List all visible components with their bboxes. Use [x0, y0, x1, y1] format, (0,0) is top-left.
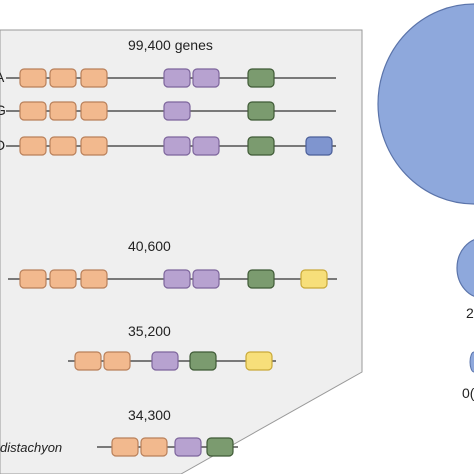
row-35200-orange-block [74, 351, 102, 371]
species-label: distachyon [0, 440, 62, 455]
row-34300-orange-block [140, 437, 168, 457]
subgenome-g-purple-block [163, 101, 191, 121]
gene-count-fourth: 34,300 [128, 407, 171, 423]
bubble-label-three: 0( [462, 385, 474, 401]
subgenome-a-purple-block [192, 68, 220, 88]
gene-count-top: 99,400 genes [128, 37, 213, 53]
row-34300-orange-block [111, 437, 139, 457]
subgenome-a-purple-block [163, 68, 191, 88]
row-label-a: A [0, 69, 5, 85]
subgenome-g-orange-block [19, 101, 47, 121]
subgenome-d-orange-block [19, 136, 47, 156]
bubble-small [469, 351, 474, 373]
subgenome-d-blue-block [305, 136, 333, 156]
row-40600-purple-block [163, 269, 191, 289]
subgenome-g-orange-block [80, 101, 108, 121]
subgenome-d-orange-block [80, 136, 108, 156]
gene-count-third: 35,200 [128, 323, 171, 339]
row-40600-orange-block [80, 269, 108, 289]
row-35200-purple-block [151, 351, 179, 371]
row-35200-orange-block [103, 351, 131, 371]
gene-rows [6, 68, 337, 457]
row-label-d: D [0, 137, 5, 153]
comparison-panel [0, 29, 363, 474]
row-34300-green-block [206, 437, 234, 457]
row-40600-orange-block [49, 269, 77, 289]
row-40600-purple-block [192, 269, 220, 289]
subgenome-d-green-block [247, 136, 275, 156]
subgenome-g-orange-block [49, 101, 77, 121]
bubble-large [377, 3, 474, 205]
row-35200-yellow-block [245, 351, 273, 371]
bubble-medium [456, 239, 474, 297]
subgenome-a-green-block [247, 68, 275, 88]
subgenome-a-orange-block [80, 68, 108, 88]
subgenome-d-purple-block [192, 136, 220, 156]
row-34300-purple-block [174, 437, 202, 457]
subgenome-d-orange-block [49, 136, 77, 156]
row-40600-yellow-block [300, 269, 328, 289]
subgenome-d-purple-block [163, 136, 191, 156]
subgenome-a-orange-block [49, 68, 77, 88]
row-40600-green-block [247, 269, 275, 289]
subgenome-g-green-block [247, 101, 275, 121]
subgenome-a-orange-block [19, 68, 47, 88]
row-35200-green-block [189, 351, 217, 371]
bubble-label-two: 2 [466, 305, 474, 321]
row-40600-orange-block [19, 269, 47, 289]
gene-count-second: 40,600 [128, 238, 171, 254]
row-label-g: G [0, 102, 6, 118]
